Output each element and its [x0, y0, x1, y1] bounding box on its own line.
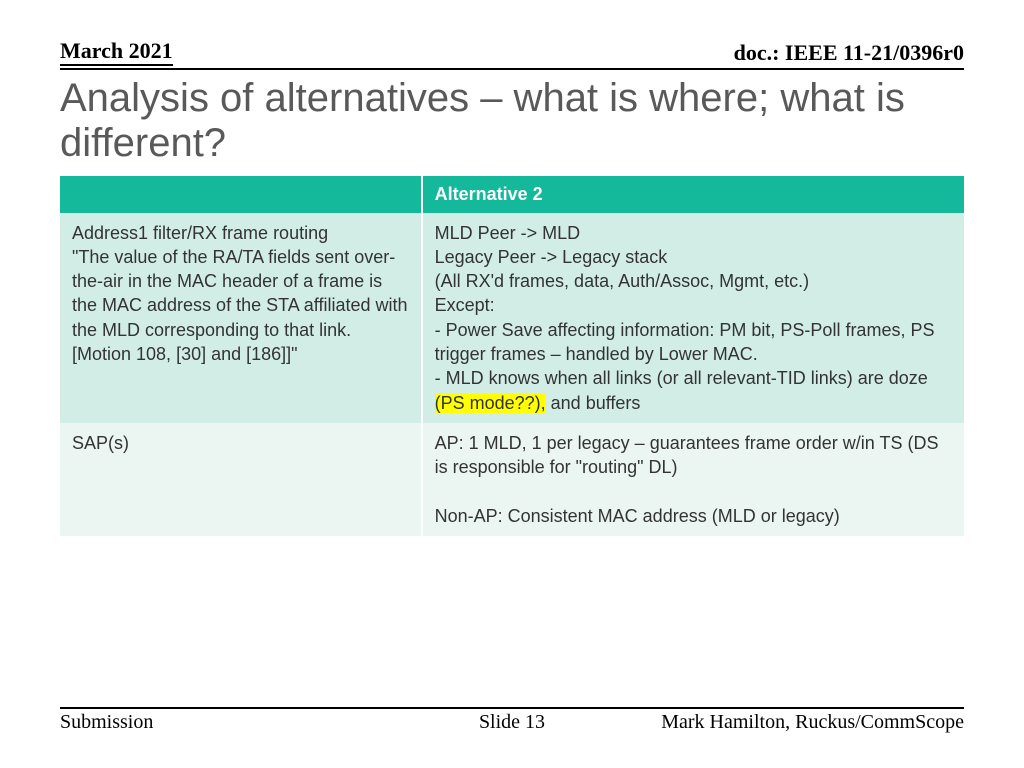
slide-header: March 2021 doc.: IEEE 11-21/0396r0 — [60, 38, 964, 70]
row2-topic-cell: SAP(s) — [60, 423, 422, 536]
footer-submission: Submission — [60, 711, 153, 734]
table-header-alt2: Alternative 2 — [422, 176, 964, 213]
row1-alt2-line-prefix: - MLD knows when all links (or all relev… — [435, 368, 928, 388]
table-row: Address1 filter/RX frame routing "The va… — [60, 213, 964, 423]
slide-footer: Submission Slide 13 Mark Hamilton, Rucku… — [60, 707, 964, 734]
footer-author: Mark Hamilton, Ruckus/CommScope — [661, 711, 964, 734]
row1-alt2-cell: MLD Peer -> MLD Legacy Peer -> Legacy st… — [422, 213, 964, 423]
row1-alt2-line: - Power Save affecting information: PM b… — [435, 320, 935, 364]
table-header-row: Alternative 2 — [60, 176, 964, 213]
row1-highlight: (PS mode??), — [435, 393, 546, 413]
alternatives-table: Alternative 2 Address1 filter/RX frame r… — [60, 176, 964, 537]
row2-alt2-line: AP: 1 MLD, 1 per legacy – guarantees fra… — [435, 433, 939, 477]
row1-alt2-line: MLD Peer -> MLD — [435, 223, 581, 243]
header-doc-number: doc.: IEEE 11-21/0396r0 — [734, 40, 964, 66]
header-date: March 2021 — [60, 38, 173, 66]
row1-topic-quote: "The value of the RA/TA fields sent over… — [72, 247, 408, 364]
table-row: SAP(s) AP: 1 MLD, 1 per legacy – guarant… — [60, 423, 964, 536]
row1-topic-title: Address1 filter/RX frame routing — [72, 223, 328, 243]
table-header-blank — [60, 176, 422, 213]
row1-topic-cell: Address1 filter/RX frame routing "The va… — [60, 213, 422, 423]
row2-alt2-line: Non-AP: Consistent MAC address (MLD or l… — [435, 506, 840, 526]
row1-alt2-line: (All RX'd frames, data, Auth/Assoc, Mgmt… — [435, 271, 810, 291]
row1-alt2-line: Except: — [435, 295, 495, 315]
row1-alt2-line-suffix: and buffers — [546, 393, 641, 413]
row2-alt2-cell: AP: 1 MLD, 1 per legacy – guarantees fra… — [422, 423, 964, 536]
slide-title: Analysis of alternatives – what is where… — [60, 76, 964, 166]
row1-alt2-line: Legacy Peer -> Legacy stack — [435, 247, 668, 267]
